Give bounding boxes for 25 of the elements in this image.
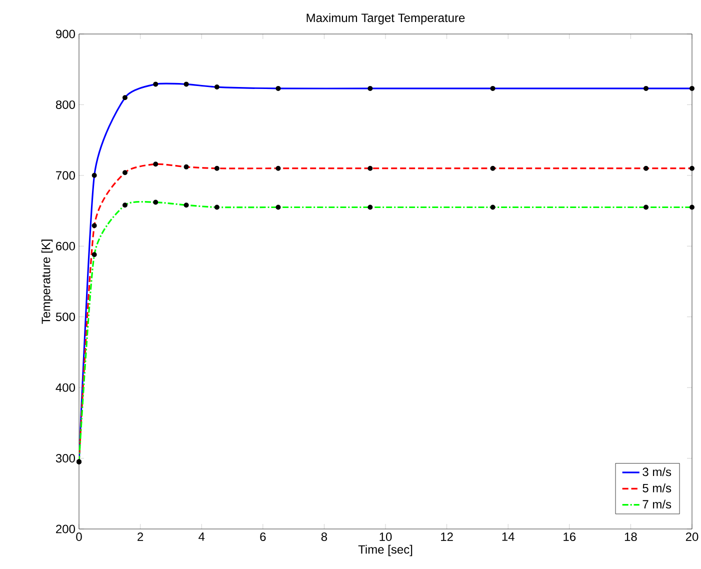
x-axis-title: Time [sec] — [358, 544, 412, 556]
y-tick-label: 200 — [56, 524, 76, 534]
x-tick-label: 2 — [138, 532, 144, 541]
x-tick-label: 14 — [502, 532, 514, 541]
legend-label: 7 m/s — [642, 500, 672, 509]
chart-title: Maximum Target Temperature — [306, 13, 465, 24]
y-tick-label: 800 — [56, 100, 76, 109]
x-tick-label: 16 — [564, 532, 576, 542]
legend-label: 5 m/s — [642, 484, 672, 492]
x-tick-label: 18 — [624, 532, 637, 542]
y-tick-label: 400 — [56, 383, 76, 392]
y-tick-label: 500 — [56, 312, 76, 322]
y-tick-label: 700 — [56, 171, 76, 180]
x-tick-label: 4 — [198, 532, 205, 541]
x-tick-label: 10 — [380, 532, 392, 542]
legend-label: 3 m/s — [642, 467, 672, 476]
x-tick-label: 6 — [260, 532, 266, 542]
x-tick-label: 12 — [441, 532, 453, 541]
y-axis-title: Temperature [K] — [41, 240, 53, 324]
y-tick-label: 600 — [56, 242, 76, 250]
y-tick-label: 300 — [56, 454, 76, 463]
x-tick-label: 8 — [321, 532, 328, 542]
y-tick-label: 900 — [56, 30, 76, 38]
x-tick-label: 20 — [686, 532, 698, 542]
x-tick-label: 0 — [76, 532, 82, 542]
